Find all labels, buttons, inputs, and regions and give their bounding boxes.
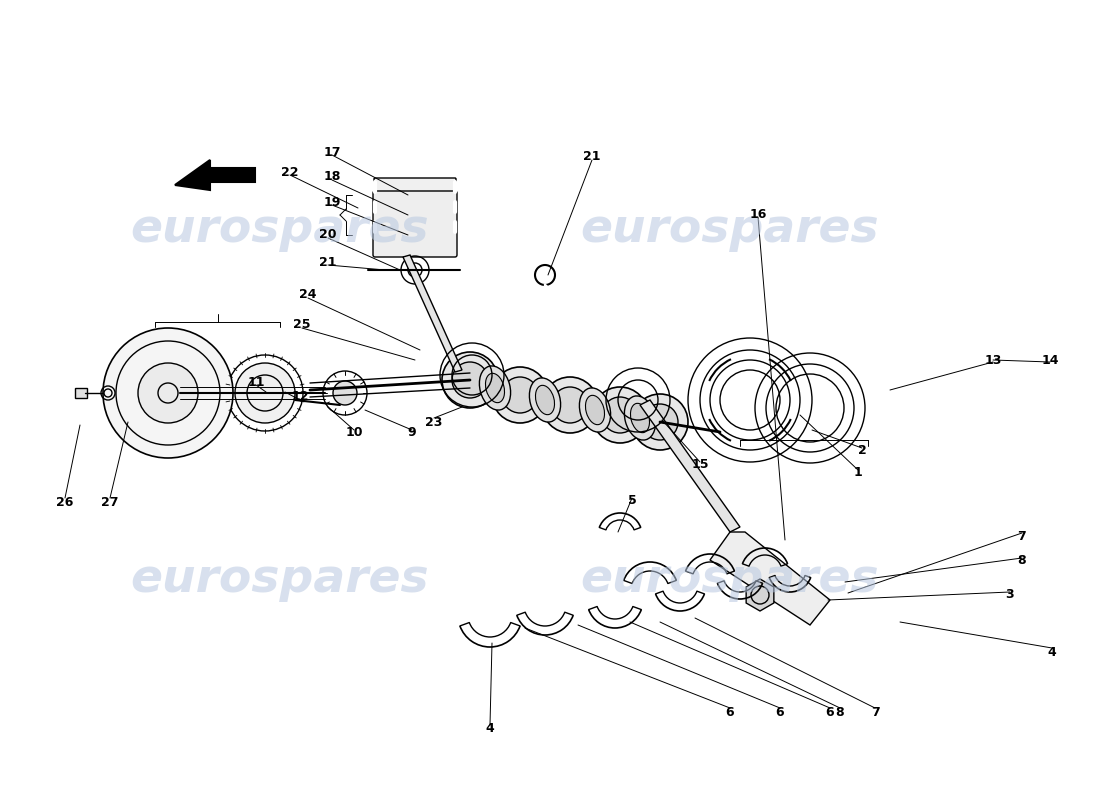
Circle shape	[138, 363, 198, 423]
Text: 17: 17	[323, 146, 341, 158]
Text: 7: 7	[1018, 530, 1026, 542]
Ellipse shape	[630, 403, 649, 433]
Text: 16: 16	[749, 209, 767, 222]
Ellipse shape	[485, 374, 505, 402]
Polygon shape	[746, 579, 774, 611]
Polygon shape	[403, 255, 462, 372]
Text: 21: 21	[319, 255, 337, 269]
FancyBboxPatch shape	[374, 178, 456, 196]
Circle shape	[442, 352, 498, 408]
Text: eurospares: eurospares	[131, 558, 429, 602]
Text: 11: 11	[248, 375, 265, 389]
Text: 7: 7	[870, 706, 879, 718]
Text: 9: 9	[408, 426, 416, 439]
Text: 18: 18	[323, 170, 341, 183]
Text: 6: 6	[776, 706, 784, 718]
Text: 21: 21	[583, 150, 601, 163]
Ellipse shape	[585, 395, 605, 425]
Text: 6: 6	[726, 706, 735, 718]
Text: 25: 25	[294, 318, 310, 331]
Text: 19: 19	[323, 195, 341, 209]
Text: 6: 6	[826, 706, 834, 718]
Text: eurospares: eurospares	[581, 207, 879, 253]
Text: 10: 10	[345, 426, 363, 439]
Text: 27: 27	[101, 495, 119, 509]
Text: 5: 5	[628, 494, 637, 506]
Text: 15: 15	[691, 458, 708, 471]
Text: 14: 14	[1042, 354, 1058, 366]
Text: 20: 20	[319, 229, 337, 242]
Ellipse shape	[625, 396, 656, 440]
Text: 1: 1	[854, 466, 862, 478]
Circle shape	[333, 381, 358, 405]
Circle shape	[542, 377, 598, 433]
Circle shape	[592, 387, 648, 443]
Text: 8: 8	[1018, 554, 1026, 567]
Text: 26: 26	[56, 495, 74, 509]
Text: 4: 4	[1047, 646, 1056, 658]
Text: 13: 13	[984, 354, 1002, 366]
Ellipse shape	[580, 388, 611, 432]
FancyBboxPatch shape	[374, 198, 456, 216]
Text: 4: 4	[485, 722, 494, 734]
Ellipse shape	[536, 386, 554, 414]
Polygon shape	[175, 160, 255, 190]
FancyBboxPatch shape	[374, 218, 456, 236]
Bar	[75, 388, 87, 398]
Circle shape	[642, 404, 678, 440]
Text: 8: 8	[836, 706, 845, 718]
Circle shape	[632, 394, 688, 450]
Text: eurospares: eurospares	[581, 558, 879, 602]
Text: 2: 2	[858, 443, 867, 457]
FancyBboxPatch shape	[373, 191, 456, 257]
Text: 22: 22	[282, 166, 299, 178]
Polygon shape	[640, 400, 740, 532]
Ellipse shape	[480, 366, 510, 410]
Text: 3: 3	[1005, 589, 1014, 602]
Circle shape	[492, 367, 548, 423]
Text: 12: 12	[292, 390, 309, 403]
Text: eurospares: eurospares	[131, 207, 429, 253]
Circle shape	[235, 363, 295, 423]
Circle shape	[452, 362, 488, 398]
Circle shape	[602, 397, 638, 433]
Ellipse shape	[529, 378, 561, 422]
Circle shape	[103, 328, 233, 458]
Circle shape	[502, 377, 538, 413]
Polygon shape	[710, 532, 830, 625]
Text: 24: 24	[299, 289, 317, 302]
Circle shape	[552, 387, 589, 423]
Text: 23: 23	[426, 415, 442, 429]
